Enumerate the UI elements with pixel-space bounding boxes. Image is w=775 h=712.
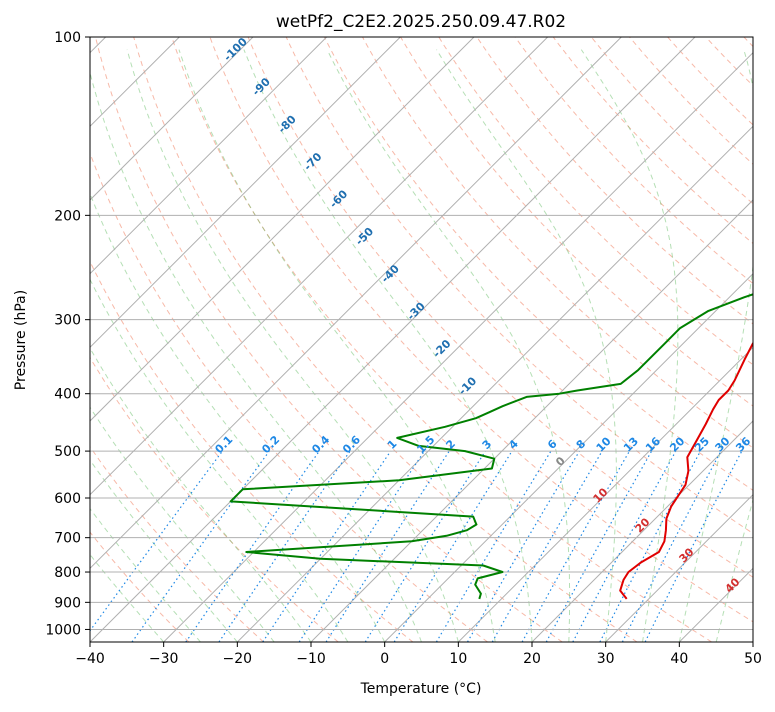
isotherm-line (16, 37, 621, 642)
chart-title: wetPf2_C2E2.2025.250.09.47.R02 (276, 12, 566, 32)
x-tick-label: −40 (75, 651, 105, 667)
plot-frame (90, 37, 753, 642)
isotherm-line (0, 37, 400, 642)
isotherm-line (0, 37, 474, 642)
dry-adiabat-label: -20 (430, 337, 453, 360)
y-tick-label: 400 (54, 387, 81, 403)
dry-adiabat (439, 37, 775, 642)
isotherm-line (753, 37, 775, 642)
dry-adiabat (706, 37, 775, 642)
mixing-ratio-label: 0.1 (212, 433, 235, 456)
y-tick-label: 500 (54, 444, 81, 460)
x-axis-label: Temperature (°C) (360, 681, 482, 697)
dry-adiabat-label: -70 (301, 150, 324, 173)
moist-adiabat (244, 50, 532, 642)
x-tick-label: 40 (670, 651, 688, 667)
x-tick-label: 10 (449, 651, 467, 667)
dry-adiabat (0, 37, 264, 642)
isotherm-line (237, 37, 775, 642)
y-tick-label: 100 (54, 30, 81, 46)
x-tick-label: 20 (523, 651, 541, 667)
mixing-ratio-label: 0.4 (309, 433, 332, 456)
mixing-ratio-line (82, 451, 223, 642)
moist-adiabat (437, 50, 617, 642)
mixing-ratio-line (546, 451, 651, 642)
dry-adiabat-label: -10 (456, 374, 479, 397)
moist-adiabat (716, 50, 775, 642)
mixing-ratio-label: 3 (480, 437, 495, 452)
y-tick-label: 700 (54, 531, 81, 547)
y-tick-label: 300 (54, 313, 81, 329)
mixing-ratio-label: 6 (545, 437, 560, 452)
isotherm-line (0, 37, 253, 642)
mixing-ratio-line (468, 451, 580, 642)
moist-adiabat-label: 30 (677, 545, 697, 565)
y-tick-label: 800 (54, 565, 81, 581)
dry-adiabat-label: -90 (250, 75, 273, 98)
dry-adiabat (515, 37, 775, 642)
y-axis-label: Pressure (hPa) (13, 290, 29, 390)
isotherm-line (90, 37, 695, 642)
x-tick-label: −30 (149, 651, 179, 667)
moist-adiabat (49, 50, 385, 642)
mixing-ratio-line (645, 451, 742, 642)
isotherm-line (458, 37, 775, 642)
mixing-ratio-label: 0.6 (340, 433, 363, 456)
x-tick-label: −10 (296, 651, 326, 667)
mixing-ratio-label: 1 (385, 437, 400, 452)
isotherm-line (679, 37, 775, 642)
x-tick-label: −20 (223, 651, 253, 667)
mixing-ratio-label: 1.5 (414, 433, 437, 456)
y-tick-label: 900 (54, 595, 81, 611)
x-tick-label: 30 (597, 651, 615, 667)
mixing-ratio-label: 25 (692, 435, 712, 455)
moist-adiabat-label: 20 (633, 515, 653, 535)
moist-adiabat (0, 50, 237, 642)
mixing-ratio-line (522, 451, 629, 642)
mixing-ratio-line (394, 451, 512, 642)
mixing-ratio-line (573, 451, 676, 642)
y-tick-label: 200 (54, 208, 81, 224)
dewpoint-line (231, 118, 775, 599)
mixing-ratio-line (132, 451, 269, 642)
y-tick-label: 1000 (45, 622, 81, 638)
dry-adiabat-label: -40 (379, 262, 402, 285)
dry-adiabat (19, 37, 413, 642)
x-tick-label: 0 (380, 651, 389, 667)
dry-adiabat (744, 37, 775, 642)
plot-area (0, 37, 775, 642)
dry-adiabat-label: -80 (276, 112, 299, 135)
x-tick-label: 50 (744, 651, 762, 667)
mixing-ratio-line (365, 451, 485, 642)
moist-adiabat (127, 50, 458, 642)
y-tick-label: 600 (54, 491, 81, 507)
moist-adiabat-label: 40 (723, 575, 743, 595)
mixing-ratio-label: 8 (574, 437, 589, 452)
dry-adiabat-label: -100 (221, 35, 250, 64)
dry-adiabat (96, 37, 563, 642)
